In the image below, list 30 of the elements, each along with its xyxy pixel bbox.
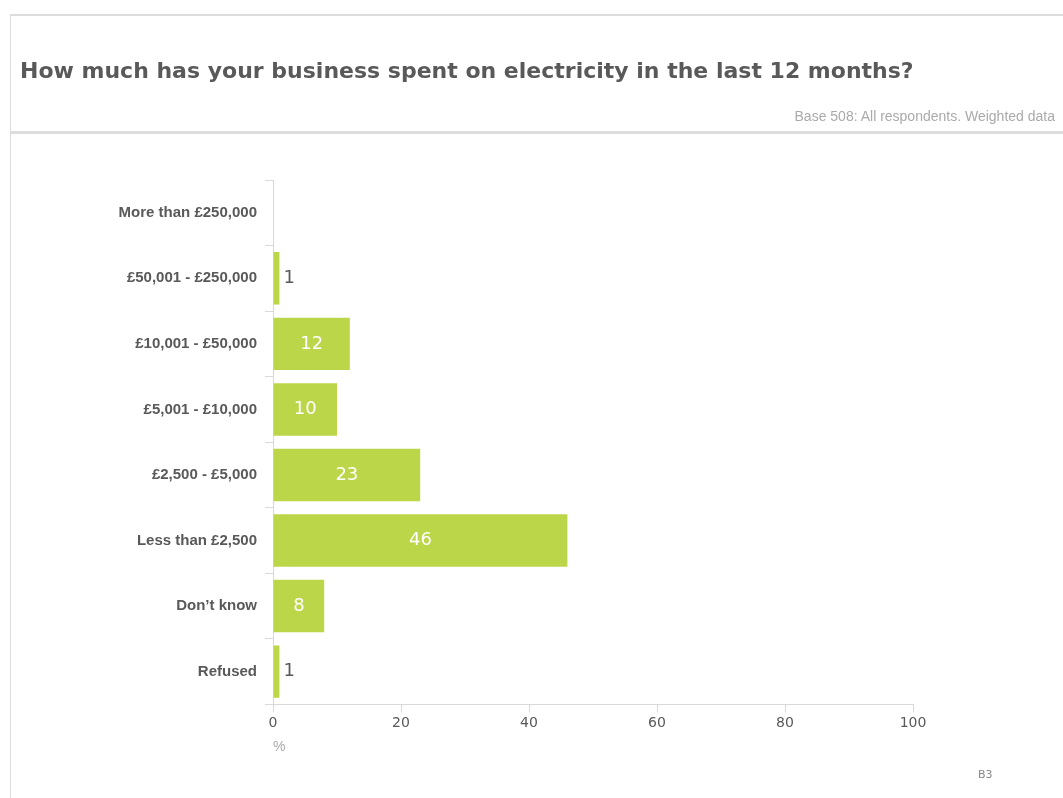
x-tick-label: 60 [648, 714, 666, 731]
bar [273, 448, 421, 502]
data-label: 12 [300, 331, 324, 353]
bar [273, 317, 350, 371]
y-tick-label: £50,001 - £250,000 [126, 268, 257, 286]
data-label: 1 [283, 266, 295, 287]
x-tick-label: 0 [268, 714, 278, 731]
y-tick-label: £10,001 - £50,000 [135, 334, 257, 352]
x-tick-label: 80 [776, 714, 794, 731]
y-tick-label: More than £250,000 [118, 202, 257, 220]
x-tick-label: 100 [899, 714, 927, 731]
x-axis-title: % [273, 738, 286, 755]
x-tick-label: 20 [392, 714, 410, 731]
chart-subtitle: Base 508: All respondents. Weighted data [794, 108, 1055, 124]
y-tick-label: Don’t know [176, 596, 258, 614]
data-label: 46 [409, 528, 432, 550]
data-label: 1 [283, 659, 295, 681]
x-tick-label: 40 [520, 714, 538, 731]
data-label: 23 [335, 462, 359, 484]
bar [273, 514, 568, 567]
data-label: 8 [293, 593, 305, 615]
y-tick-label: Refused [197, 661, 257, 679]
chart-title: How much has your business spent on electricity in the last 12 months? [20, 58, 914, 83]
bar [273, 579, 325, 633]
bar [273, 383, 337, 436]
text: B3 [978, 768, 993, 781]
y-tick-label: £5,001 - £10,000 [143, 399, 257, 417]
data-label: 10 [293, 397, 317, 419]
y-tick-label: £2,500 - £5,000 [151, 465, 257, 483]
y-tick-label: Less than £2,500 [136, 530, 257, 548]
